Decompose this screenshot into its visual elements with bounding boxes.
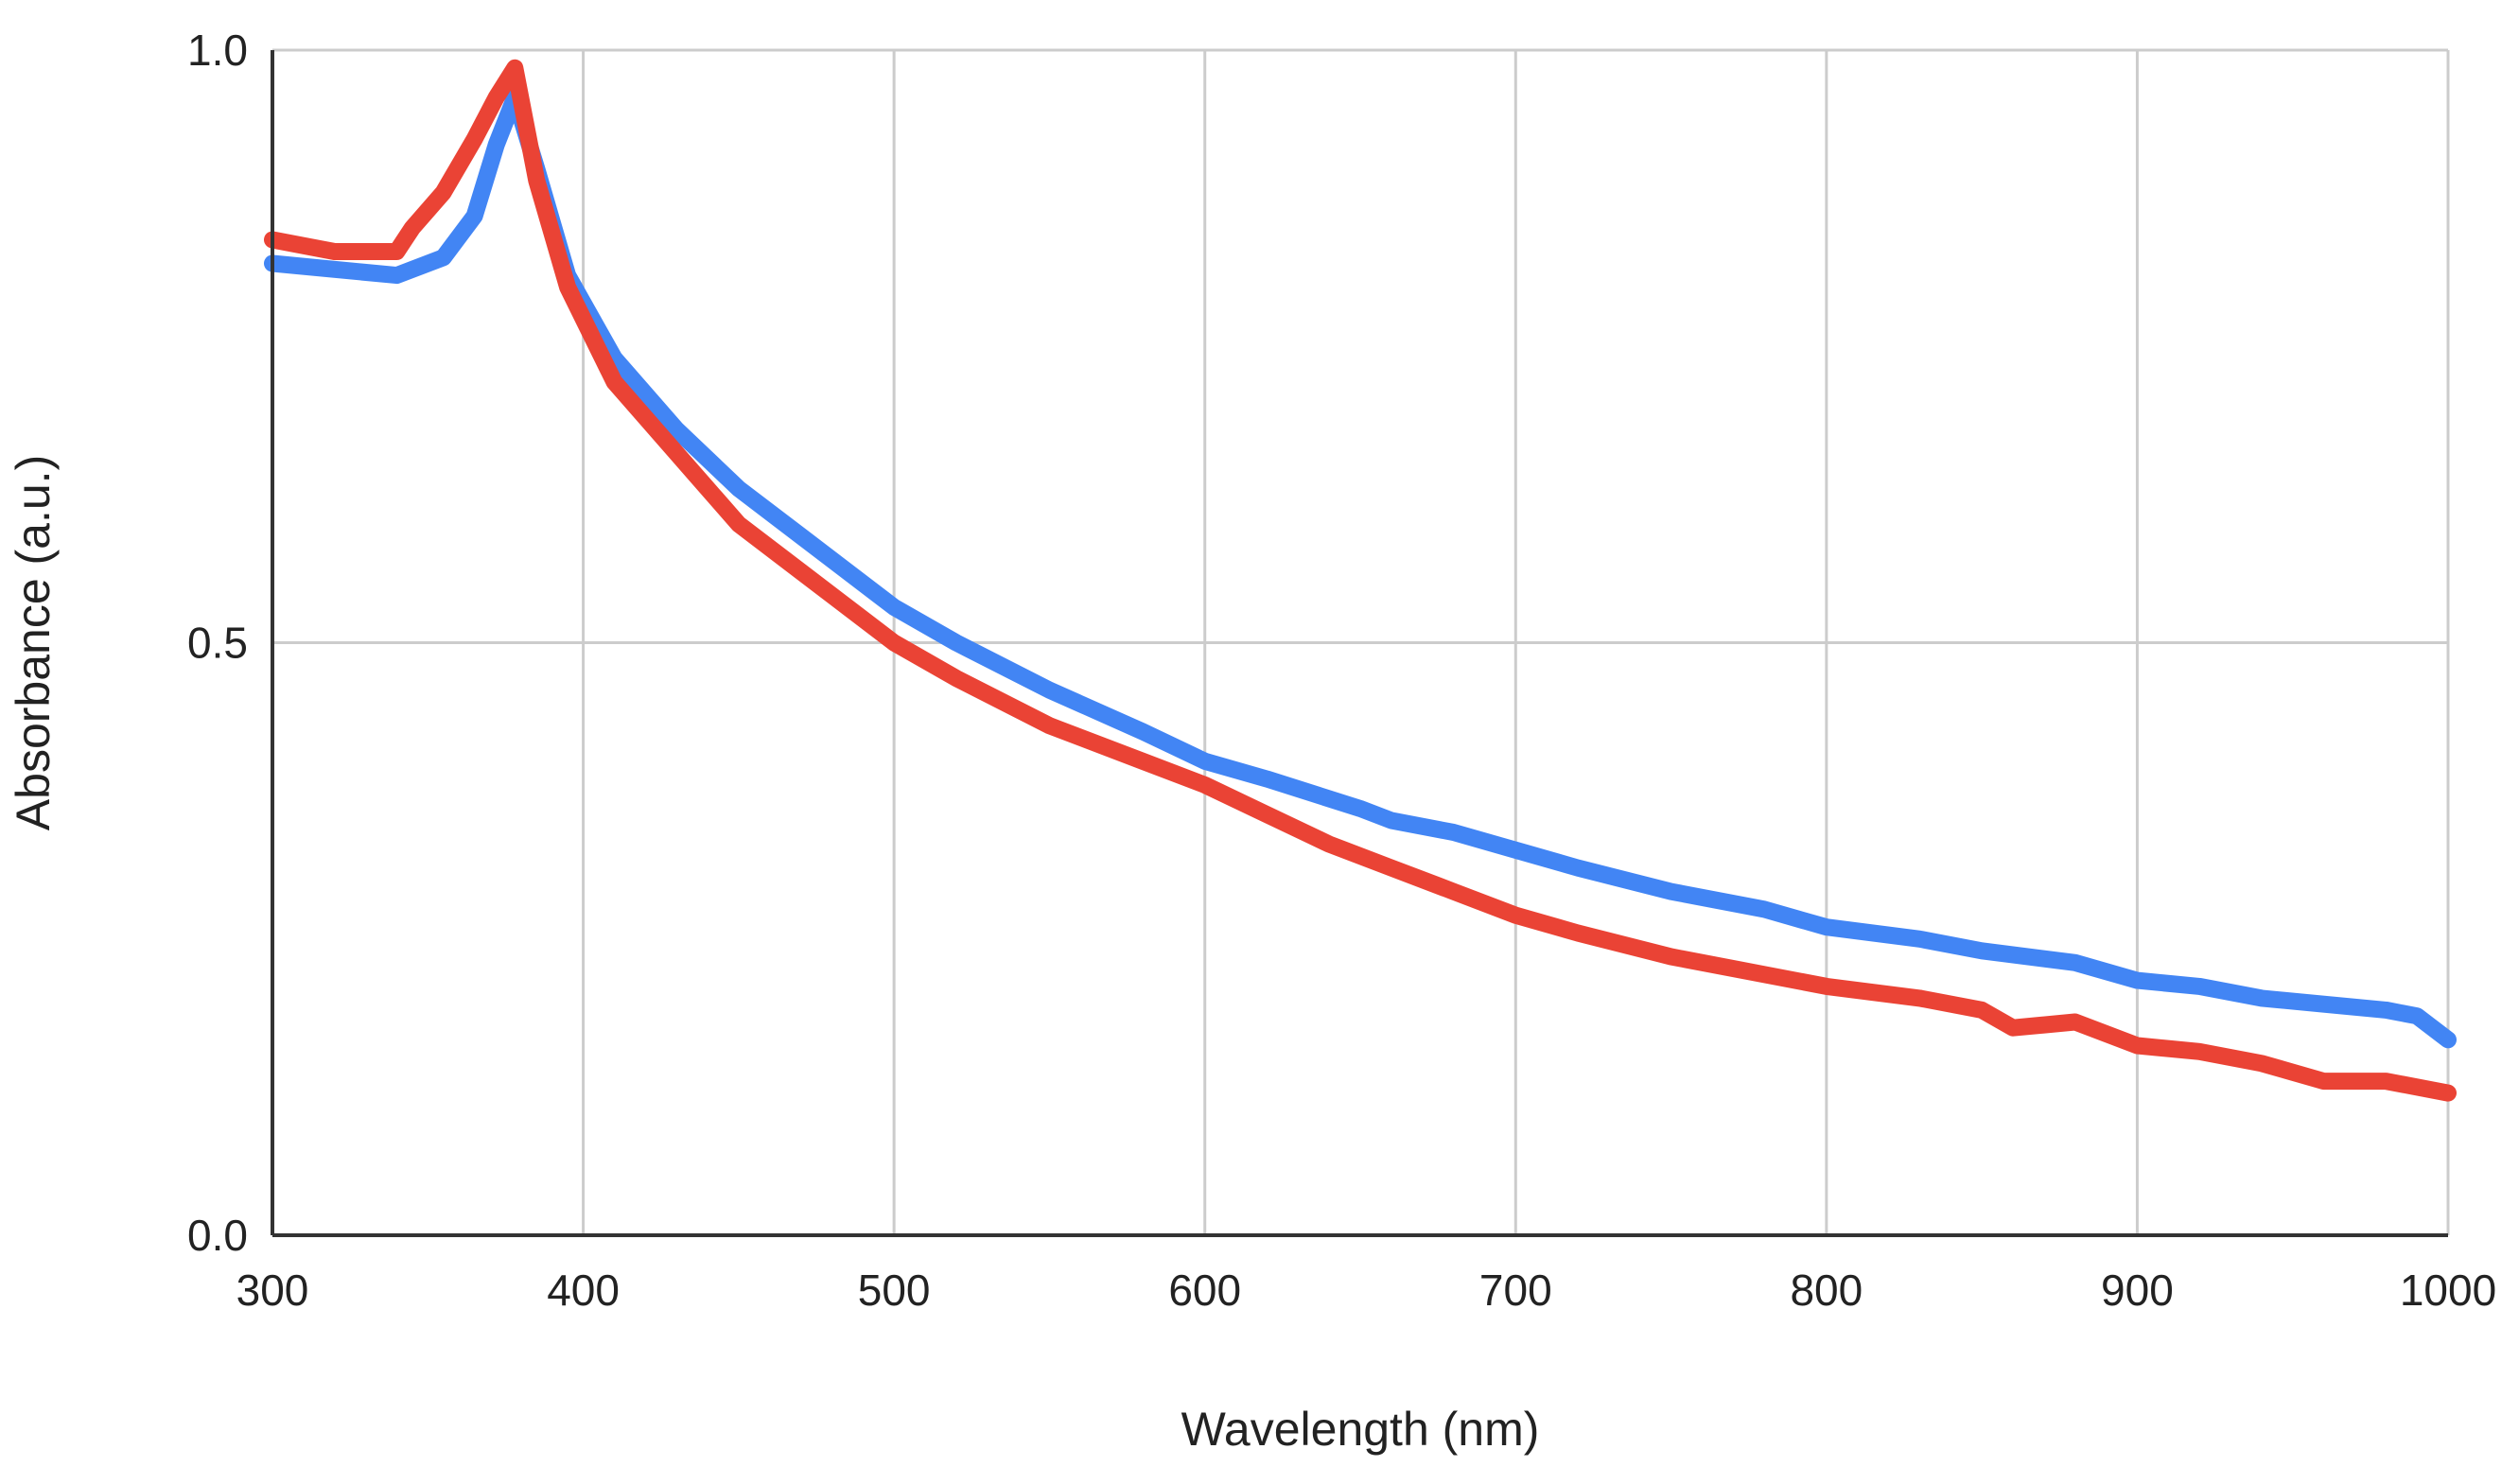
x-tick-label-300: 300 [236, 1266, 309, 1315]
series-line-2 [264, 59, 2457, 1102]
x-tick-label-600: 600 [1168, 1266, 1241, 1315]
grid [272, 48, 2450, 1235]
axes [271, 50, 2448, 1237]
x-tick-label-800: 800 [1790, 1266, 1863, 1315]
x-tick-label-900: 900 [2101, 1266, 2174, 1315]
tick-labels: 300 400 500 600 700 800 900 1000 0.0 0.5 1.0 [187, 26, 2496, 1315]
x-tick-label-1000: 1000 [2400, 1266, 2496, 1315]
x-tick-label-500: 500 [858, 1266, 931, 1315]
y-tick-label-2: 1.0 [187, 26, 248, 75]
y-tick-label-1: 0.5 [187, 619, 248, 668]
y-tick-label-0: 0.0 [187, 1211, 248, 1260]
series-layer [264, 59, 2457, 1102]
x-tick-label-700: 700 [1479, 1266, 1552, 1315]
series-line-1 [264, 89, 2457, 1049]
y-axis-title: Absorbance (a.u.) [7, 455, 60, 830]
x-tick-label-400: 400 [547, 1266, 620, 1315]
x-axis-title: Wavelength (nm) [1181, 1403, 1540, 1456]
